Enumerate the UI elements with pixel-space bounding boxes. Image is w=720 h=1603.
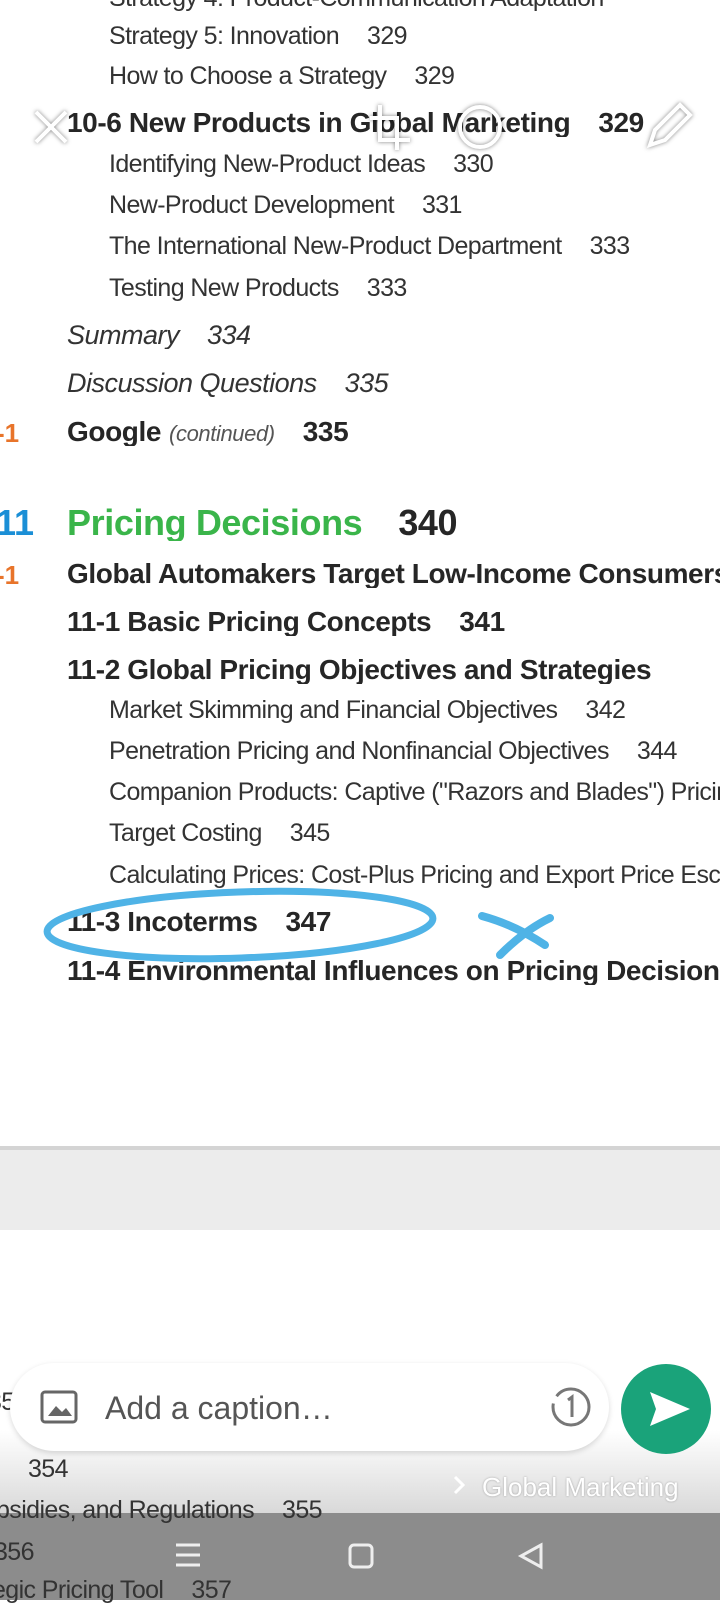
background-page: 355 xyxy=(282,1498,322,1523)
toc-row: 10-6 New Products in Global Marketing 329 xyxy=(67,109,720,137)
background-row: 354 xyxy=(28,1457,68,1482)
toc-row: Pricing Decisions 340 xyxy=(67,505,720,541)
recipient: Global Marketing xyxy=(482,1472,679,1502)
toc-title: 11-4 Environmental Influences on Pricing… xyxy=(67,957,720,985)
toc-title: Identifying New-Product Ideas xyxy=(109,152,426,177)
toc-page: 333 xyxy=(366,276,408,301)
toc-page: 333 xyxy=(589,234,631,259)
toc-title: 11-1 Basic Pricing Concepts xyxy=(67,608,432,636)
toc-row: Summary 334 xyxy=(67,322,720,349)
toc-title: Discussion Questions xyxy=(67,370,317,397)
toc-page: 347 xyxy=(285,908,332,936)
toc-row: The International New-Product Department… xyxy=(109,234,720,259)
background-text: bsidies, and Regulations xyxy=(0,1498,255,1523)
background-row: egic Pricing Tool 357 xyxy=(0,1578,231,1603)
toc-page: 334 xyxy=(207,322,251,349)
toc-row: Discussion Questions 335 xyxy=(67,370,720,397)
toc-row: New-Product Development 331 xyxy=(109,193,720,218)
page-gap xyxy=(0,1150,720,1230)
toc-title: Strategy 5: Innovation xyxy=(109,24,340,49)
toc-title: 10-6 New Products in Global Marketing xyxy=(67,109,571,137)
view-once-icon[interactable] xyxy=(546,1382,596,1432)
toc-title: Calculating Prices: Cost-Plus Pricing an… xyxy=(109,863,720,888)
gallery-icon[interactable] xyxy=(36,1382,86,1432)
toc-page: 329 xyxy=(598,109,644,137)
toc-row: Market Skimming and Financial Objectives… xyxy=(109,698,720,723)
toc-page: 342 xyxy=(585,698,626,723)
toc-title: Penetration Pricing and Nonfinancial Obj… xyxy=(109,739,609,764)
toc-page: 331 xyxy=(421,193,463,218)
background-page: 356 xyxy=(0,1540,34,1565)
toc-title: 11-3 Incoterms xyxy=(67,908,258,936)
toc-page: 340 xyxy=(398,505,458,541)
toc-prefix: 11 xyxy=(0,502,35,543)
toc-row: Global Automakers Target Low-Income Cons… xyxy=(67,560,720,588)
toc-row: Penetration Pricing and Nonfinancial Obj… xyxy=(109,739,720,764)
toc-prefix: -1 xyxy=(0,418,20,448)
toc-row: 11-1 Basic Pricing Concepts 341 xyxy=(67,608,720,636)
background-text: egic Pricing Tool xyxy=(0,1578,164,1603)
toc-title: Companion Products: Captive ("Razors and… xyxy=(109,780,720,805)
toc-page: 341 xyxy=(459,608,505,636)
toc-note: (continued) xyxy=(169,421,275,446)
background-row: 356 xyxy=(0,1540,34,1565)
toc-title: Target Costing xyxy=(109,821,262,846)
toc-prefix: -1 xyxy=(0,560,20,590)
background-row: bsidies, and Regulations 355 xyxy=(0,1498,322,1523)
toc-page: 329 xyxy=(414,64,455,89)
toc-title: Summary xyxy=(67,322,180,349)
toc-row: 11-2 Global Pricing Objectives and Strat… xyxy=(67,656,720,684)
toc-row: Testing New Products 333 xyxy=(109,276,720,301)
toc-page: 330 xyxy=(453,152,494,177)
toc-title: 11-2 Global Pricing Objectives and Strat… xyxy=(67,656,652,684)
toc-row: 11-3 Incoterms 347 xyxy=(67,908,720,936)
toc-title: The International New-Product Department xyxy=(109,234,562,259)
toc-title: Global Automakers Target Low-Income Cons… xyxy=(67,560,720,588)
toc-row: 11-4 Environmental Influences on Pricing… xyxy=(67,957,720,985)
toc-row: Strategy 4: Product-Communication Adapta… xyxy=(109,0,720,11)
toc-page: 329 xyxy=(367,24,408,49)
background-page: 357 xyxy=(191,1578,232,1603)
caption-bar[interactable]: Add a caption… xyxy=(10,1363,609,1451)
toc-row: Calculating Prices: Cost-Plus Pricing an… xyxy=(109,863,720,888)
close-icon[interactable] xyxy=(34,110,68,144)
background-page: 354 xyxy=(28,1457,68,1482)
toc-page: 335 xyxy=(302,418,349,446)
toc-row: How to Choose a Strategy 329 xyxy=(109,64,720,89)
toc-page: 345 xyxy=(289,821,331,846)
toc-row: Strategy 5: Innovation 329 xyxy=(109,24,720,49)
page-edge xyxy=(0,1146,720,1150)
toc-row: Google (continued) 335 xyxy=(67,418,720,446)
caption-input[interactable]: Add a caption… xyxy=(105,1390,333,1426)
toc-title: How to Choose a Strategy xyxy=(109,64,387,89)
toc-row: Target Costing 345 xyxy=(109,821,720,846)
toc-row: Identifying New-Product Ideas 330 xyxy=(109,152,720,177)
toc-title: Pricing Decisions xyxy=(67,505,363,541)
toc-title: Strategy 4: Product-Communication Adapta… xyxy=(109,0,604,11)
toc-page: 335 xyxy=(344,370,389,397)
toc-row: Companion Products: Captive ("Razors and… xyxy=(109,780,720,805)
toc-title: Market Skimming and Financial Objectives xyxy=(109,698,558,723)
toc-title: New-Product Development xyxy=(109,193,395,218)
toc-title: Testing New Products xyxy=(109,276,339,301)
toc-page: 344 xyxy=(636,739,678,764)
toc-title: Google xyxy=(67,418,162,446)
send-icon xyxy=(650,1392,690,1426)
